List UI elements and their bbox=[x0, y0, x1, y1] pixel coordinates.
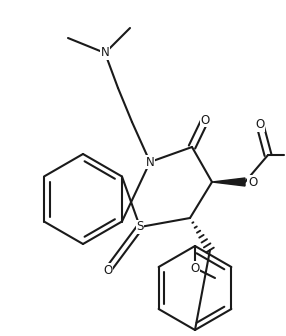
Polygon shape bbox=[212, 178, 245, 186]
Text: N: N bbox=[101, 46, 109, 59]
Text: O: O bbox=[200, 114, 210, 126]
Text: S: S bbox=[136, 220, 144, 234]
Text: O: O bbox=[248, 175, 257, 188]
Text: O: O bbox=[103, 263, 113, 277]
Text: N: N bbox=[146, 156, 154, 168]
Text: O: O bbox=[190, 261, 200, 275]
Text: O: O bbox=[255, 119, 265, 131]
